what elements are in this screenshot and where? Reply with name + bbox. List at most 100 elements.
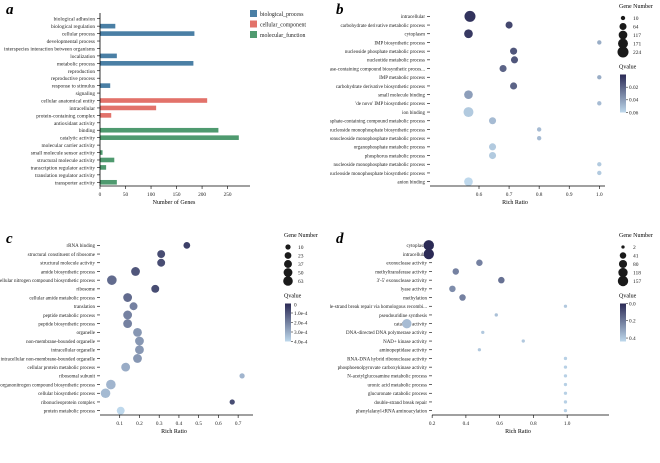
svg-text:nucleoside monophosphate biosy: nucleoside monophosphate biosynthetic pr…: [330, 172, 425, 177]
svg-text:3'-5' exonuclease activity: 3'-5' exonuclease activity: [377, 279, 428, 284]
svg-text:nucleoside phosphate metabolic: nucleoside phosphate metabolic process: [345, 50, 425, 55]
svg-text:cellular_component: cellular_component: [260, 23, 306, 29]
svg-text:Qvalue: Qvalue: [619, 65, 637, 71]
svg-text:small molecule binding: small molecule binding: [378, 93, 425, 98]
svg-text:translation regulator activity: translation regulator activity: [35, 173, 95, 179]
svg-text:0.04: 0.04: [629, 98, 639, 104]
svg-text:cellular biosynthetic process: cellular biosynthetic process: [38, 392, 95, 397]
svg-text:250: 250: [224, 192, 232, 198]
svg-text:0.06: 0.06: [629, 110, 639, 116]
svg-text:methyltransferase activity: methyltransferase activity: [375, 270, 427, 275]
svg-text:Number of Genes: Number of Genes: [153, 199, 196, 206]
svg-text:0.2: 0.2: [429, 421, 436, 427]
svg-text:200: 200: [198, 192, 206, 198]
svg-text:0: 0: [99, 192, 102, 198]
svg-text:Gene Number: Gene Number: [619, 4, 653, 10]
svg-text:structural constituent of ribo: structural constituent of ribosome: [28, 253, 96, 258]
svg-text:80: 80: [633, 262, 639, 268]
svg-text:small molecule sensor activity: small molecule sensor activity: [31, 151, 96, 157]
svg-text:Qvalue: Qvalue: [619, 294, 637, 300]
svg-text:IMP metabolic process: IMP metabolic process: [379, 76, 425, 81]
svg-text:cellular process: cellular process: [62, 32, 95, 38]
svg-text:41: 41: [633, 254, 639, 260]
svg-text:0.9: 0.9: [566, 192, 573, 198]
svg-text:cellular protein metabolic pro: cellular protein metabolic process: [27, 366, 95, 371]
svg-text:signaling: signaling: [76, 91, 96, 97]
svg-text:cellular nitrogen compound bio: cellular nitrogen compound biosynthetic …: [0, 279, 95, 284]
svg-text:interspecies interaction betwe: interspecies interaction between organis…: [4, 46, 95, 52]
svg-text:protein-containing complex: protein-containing complex: [36, 113, 95, 119]
svg-text:developmental process: developmental process: [47, 39, 95, 45]
svg-text:intracellular: intracellular: [401, 15, 425, 20]
svg-text:1.0: 1.0: [564, 421, 571, 427]
svg-text:nucleoside monophosphate metab: nucleoside monophosphate metabolic proce…: [333, 163, 425, 168]
svg-text:'de novo' IMP biosynthetic pro: 'de novo' IMP biosynthetic process: [355, 102, 425, 107]
svg-text:0.7: 0.7: [506, 192, 513, 198]
svg-text:non-membrane-bounded organelle: non-membrane-bounded organelle: [26, 340, 96, 345]
svg-text:118: 118: [633, 271, 641, 277]
svg-text:organonitrogen compound biosyn: organonitrogen compound biosynthetic pro…: [0, 383, 95, 388]
svg-text:NAD+ kinase activity: NAD+ kinase activity: [383, 340, 427, 345]
svg-text:0.1: 0.1: [116, 421, 123, 427]
svg-text:37: 37: [298, 262, 304, 268]
svg-text:100: 100: [147, 192, 155, 198]
svg-text:117: 117: [633, 33, 641, 39]
svg-text:rRNA binding: rRNA binding: [67, 244, 96, 249]
svg-text:Rich Ratio: Rich Ratio: [161, 429, 187, 435]
svg-text:63: 63: [298, 279, 304, 285]
svg-text:molecular carrier activity: molecular carrier activity: [41, 143, 95, 149]
svg-text:double-strand break repair: double-strand break repair: [374, 401, 427, 406]
svg-text:Qvalue: Qvalue: [284, 294, 302, 300]
svg-text:biological_process: biological_process: [260, 12, 304, 18]
svg-text:ribonucleoside monophosphate b: ribonucleoside monophosphate biosyntheti…: [330, 128, 425, 133]
svg-text:0.3: 0.3: [156, 421, 163, 427]
svg-text:catalytic activity: catalytic activity: [60, 136, 96, 142]
svg-text:phosphorus metabolic process: phosphorus metabolic process: [365, 154, 425, 159]
svg-text:structural molecule activity: structural molecule activity: [37, 158, 95, 164]
svg-text:157: 157: [633, 279, 642, 285]
svg-text:phenylalanyl-tRNA aminoacylati: phenylalanyl-tRNA aminoacylation: [356, 409, 428, 414]
svg-text:1.0: 1.0: [596, 192, 603, 198]
svg-text:structural molecule activity: structural molecule activity: [40, 262, 95, 267]
svg-text:0.6: 0.6: [496, 421, 503, 427]
svg-text:nucleotide metabolic process: nucleotide metabolic process: [367, 59, 425, 64]
svg-text:anion binding: anion binding: [397, 180, 425, 185]
svg-text:transporter activity: transporter activity: [55, 180, 96, 186]
svg-text:0.2: 0.2: [629, 319, 636, 325]
svg-text:metabolic process: metabolic process: [57, 61, 95, 67]
svg-text:organelle: organelle: [76, 331, 95, 336]
svg-text:biological regulation: biological regulation: [51, 24, 95, 30]
svg-text:10: 10: [298, 245, 304, 251]
svg-text:reproductive process: reproductive process: [51, 76, 95, 82]
svg-text:Gene Number: Gene Number: [284, 233, 318, 239]
svg-text:171: 171: [633, 42, 642, 48]
svg-text:0.7: 0.7: [235, 421, 242, 427]
svg-text:carbohydrate derivative biosyn: carbohydrate derivative biosynthetic pro…: [336, 85, 425, 90]
svg-text:translation: translation: [74, 305, 96, 310]
svg-text:0.02: 0.02: [629, 85, 639, 91]
svg-text:0.4: 0.4: [176, 421, 183, 427]
svg-text:intracellular: intracellular: [69, 106, 95, 112]
svg-text:0.6: 0.6: [476, 192, 483, 198]
svg-text:0.6: 0.6: [215, 421, 222, 427]
svg-text:23: 23: [298, 254, 304, 260]
svg-text:RNA-DNA hybrid ribonuclease ac: RNA-DNA hybrid ribonuclease activity: [347, 357, 427, 362]
svg-text:transcription regulator activi: transcription regulator activity: [31, 165, 96, 171]
svg-text:protein metabolic process: protein metabolic process: [44, 409, 95, 414]
svg-text:intracellular non-membrane-bou: intracellular non-membrane-bounded organ…: [1, 357, 96, 362]
svg-text:pseudouridine synthesis: pseudouridine synthesis: [379, 314, 427, 319]
svg-text:4.0e-4: 4.0e-4: [294, 339, 308, 345]
svg-text:peptide metabolic process: peptide metabolic process: [43, 314, 95, 319]
svg-text:double-strand break repair via: double-strand break repair via homologou…: [330, 305, 427, 310]
svg-text:IMP biosynthetic process: IMP biosynthetic process: [374, 41, 425, 46]
svg-text:0.0: 0.0: [629, 301, 636, 307]
svg-text:phosphoenolpyruvate carboxykin: phosphoenolpyruvate carboxykinase activi…: [338, 366, 428, 371]
svg-text:150: 150: [173, 192, 181, 198]
svg-text:cellular anatomical entity: cellular anatomical entity: [41, 99, 95, 105]
svg-text:phosphate-containing compound: phosphate-containing compound metabolic …: [330, 120, 425, 125]
svg-text:Rich Ratio: Rich Ratio: [505, 429, 531, 435]
svg-text:2: 2: [633, 245, 636, 251]
svg-text:cytoplasm: cytoplasm: [404, 33, 425, 38]
svg-text:cellular amide metabolic proce: cellular amide metabolic process: [29, 296, 95, 301]
svg-text:2.0e-4: 2.0e-4: [294, 320, 308, 326]
